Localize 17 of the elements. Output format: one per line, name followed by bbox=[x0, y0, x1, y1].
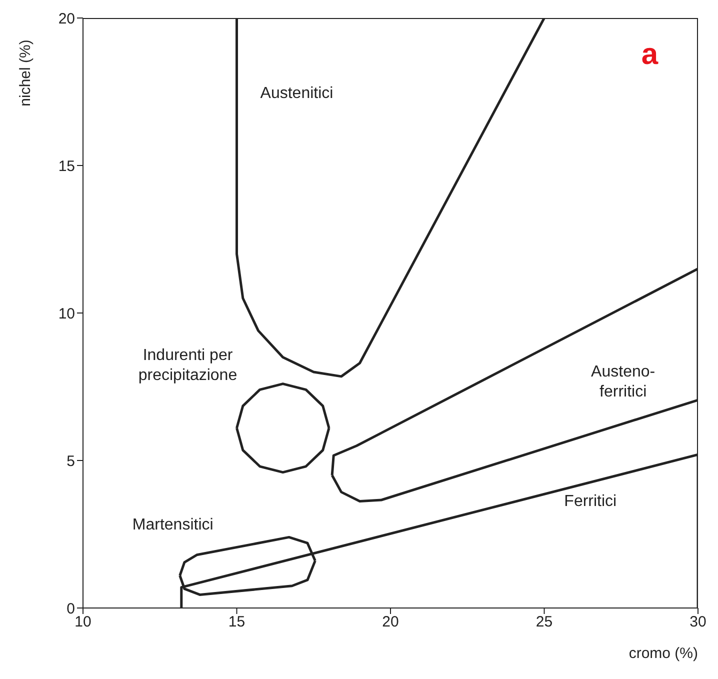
text: Austeno-ferritici bbox=[591, 363, 656, 400]
x-tick-label: 25 bbox=[536, 614, 553, 631]
y-axis-title: nichel (%) bbox=[17, 40, 34, 106]
series-label: Martensitici bbox=[132, 516, 214, 534]
x-tick-label: 20 bbox=[382, 614, 399, 631]
series-label: Ferritici bbox=[564, 493, 617, 510]
y-tick-label: 20 bbox=[58, 10, 75, 28]
y-tick-label: 0 bbox=[66, 600, 75, 618]
series-label: Indurenti per precipitazione bbox=[138, 347, 238, 384]
x-tick-label: 30 bbox=[690, 614, 706, 631]
y-tick-label: 10 bbox=[58, 305, 75, 322]
y-tick-label: 15 bbox=[58, 158, 75, 175]
series-label: Austenitici bbox=[260, 85, 334, 102]
x-axis-title: cromo (%) bbox=[628, 645, 698, 662]
x-tick-label: 15 bbox=[228, 614, 246, 631]
annotation: a bbox=[641, 38, 658, 72]
y-tick-label: 5 bbox=[66, 452, 75, 470]
